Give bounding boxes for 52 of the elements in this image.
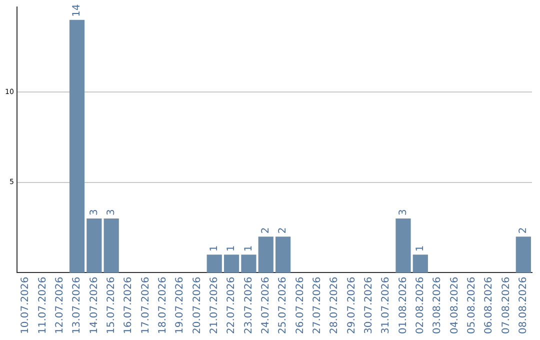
x-tick-label: 11.07.2026 bbox=[37, 276, 48, 334]
data-label: 3 bbox=[88, 209, 100, 216]
x-tick-label: 28.07.2026 bbox=[329, 276, 340, 334]
x-tick-label: 15.07.2026 bbox=[106, 276, 117, 334]
data-label: 2 bbox=[518, 227, 530, 234]
bar bbox=[241, 254, 256, 273]
bar bbox=[206, 254, 222, 273]
x-tick-label: 27.07.2026 bbox=[312, 276, 323, 334]
data-label: 2 bbox=[260, 227, 272, 234]
x-tick-label: 02.08.2026 bbox=[414, 276, 426, 334]
x-tick-label: 21.07.2026 bbox=[208, 276, 220, 334]
x-tick-label: 05.08.2026 bbox=[466, 276, 478, 334]
data-label: 3 bbox=[398, 209, 409, 216]
bar bbox=[412, 254, 428, 273]
bar bbox=[86, 218, 102, 273]
data-label: 1 bbox=[414, 245, 426, 252]
x-tick-label: 20.07.2026 bbox=[192, 276, 203, 334]
x-tick-label: 01.08.2026 bbox=[398, 276, 409, 334]
x-tick-label: 16.07.2026 bbox=[123, 276, 134, 334]
x-tick-label: 30.07.2026 bbox=[363, 276, 374, 334]
x-tick-label: 10.07.2026 bbox=[20, 276, 32, 334]
x-tick-label: 17.07.2026 bbox=[140, 276, 152, 334]
x-tick-label: 08.08.2026 bbox=[518, 276, 530, 334]
bar bbox=[275, 236, 291, 273]
x-tick-label: 31.07.2026 bbox=[380, 276, 392, 334]
x-tick-label: 23.07.2026 bbox=[243, 276, 254, 334]
x-tick-label: 24.07.2026 bbox=[260, 276, 272, 334]
x-tick-label: 19.07.2026 bbox=[174, 276, 186, 334]
x-tick-label: 12.07.2026 bbox=[54, 276, 66, 334]
data-label: 1 bbox=[208, 245, 220, 252]
x-tick-label: 06.08.2026 bbox=[484, 276, 495, 334]
data-label: 3 bbox=[106, 209, 117, 216]
bar bbox=[224, 254, 240, 273]
x-tick-label: 14.07.2026 bbox=[88, 276, 100, 334]
bar bbox=[258, 236, 274, 273]
x-tick-label: 13.07.2026 bbox=[72, 276, 83, 334]
data-label: 1 bbox=[226, 245, 238, 252]
x-tick-label: 22.07.2026 bbox=[226, 276, 238, 334]
bar bbox=[104, 218, 119, 273]
x-tick-label: 18.07.2026 bbox=[157, 276, 168, 334]
x-tick-label: 29.07.2026 bbox=[346, 276, 358, 334]
x-tick-label: 26.07.2026 bbox=[294, 276, 306, 334]
bar bbox=[69, 20, 85, 273]
x-tick-label: 07.08.2026 bbox=[500, 276, 512, 334]
data-label: 2 bbox=[278, 227, 289, 234]
x-tick-label: 25.07.2026 bbox=[278, 276, 289, 334]
bar bbox=[396, 218, 411, 273]
bar bbox=[516, 236, 531, 273]
data-label: 1 bbox=[243, 245, 254, 252]
data-label: 14 bbox=[72, 4, 83, 17]
x-tick-label: 03.08.2026 bbox=[432, 276, 444, 334]
x-tick-label: 04.08.2026 bbox=[449, 276, 460, 334]
